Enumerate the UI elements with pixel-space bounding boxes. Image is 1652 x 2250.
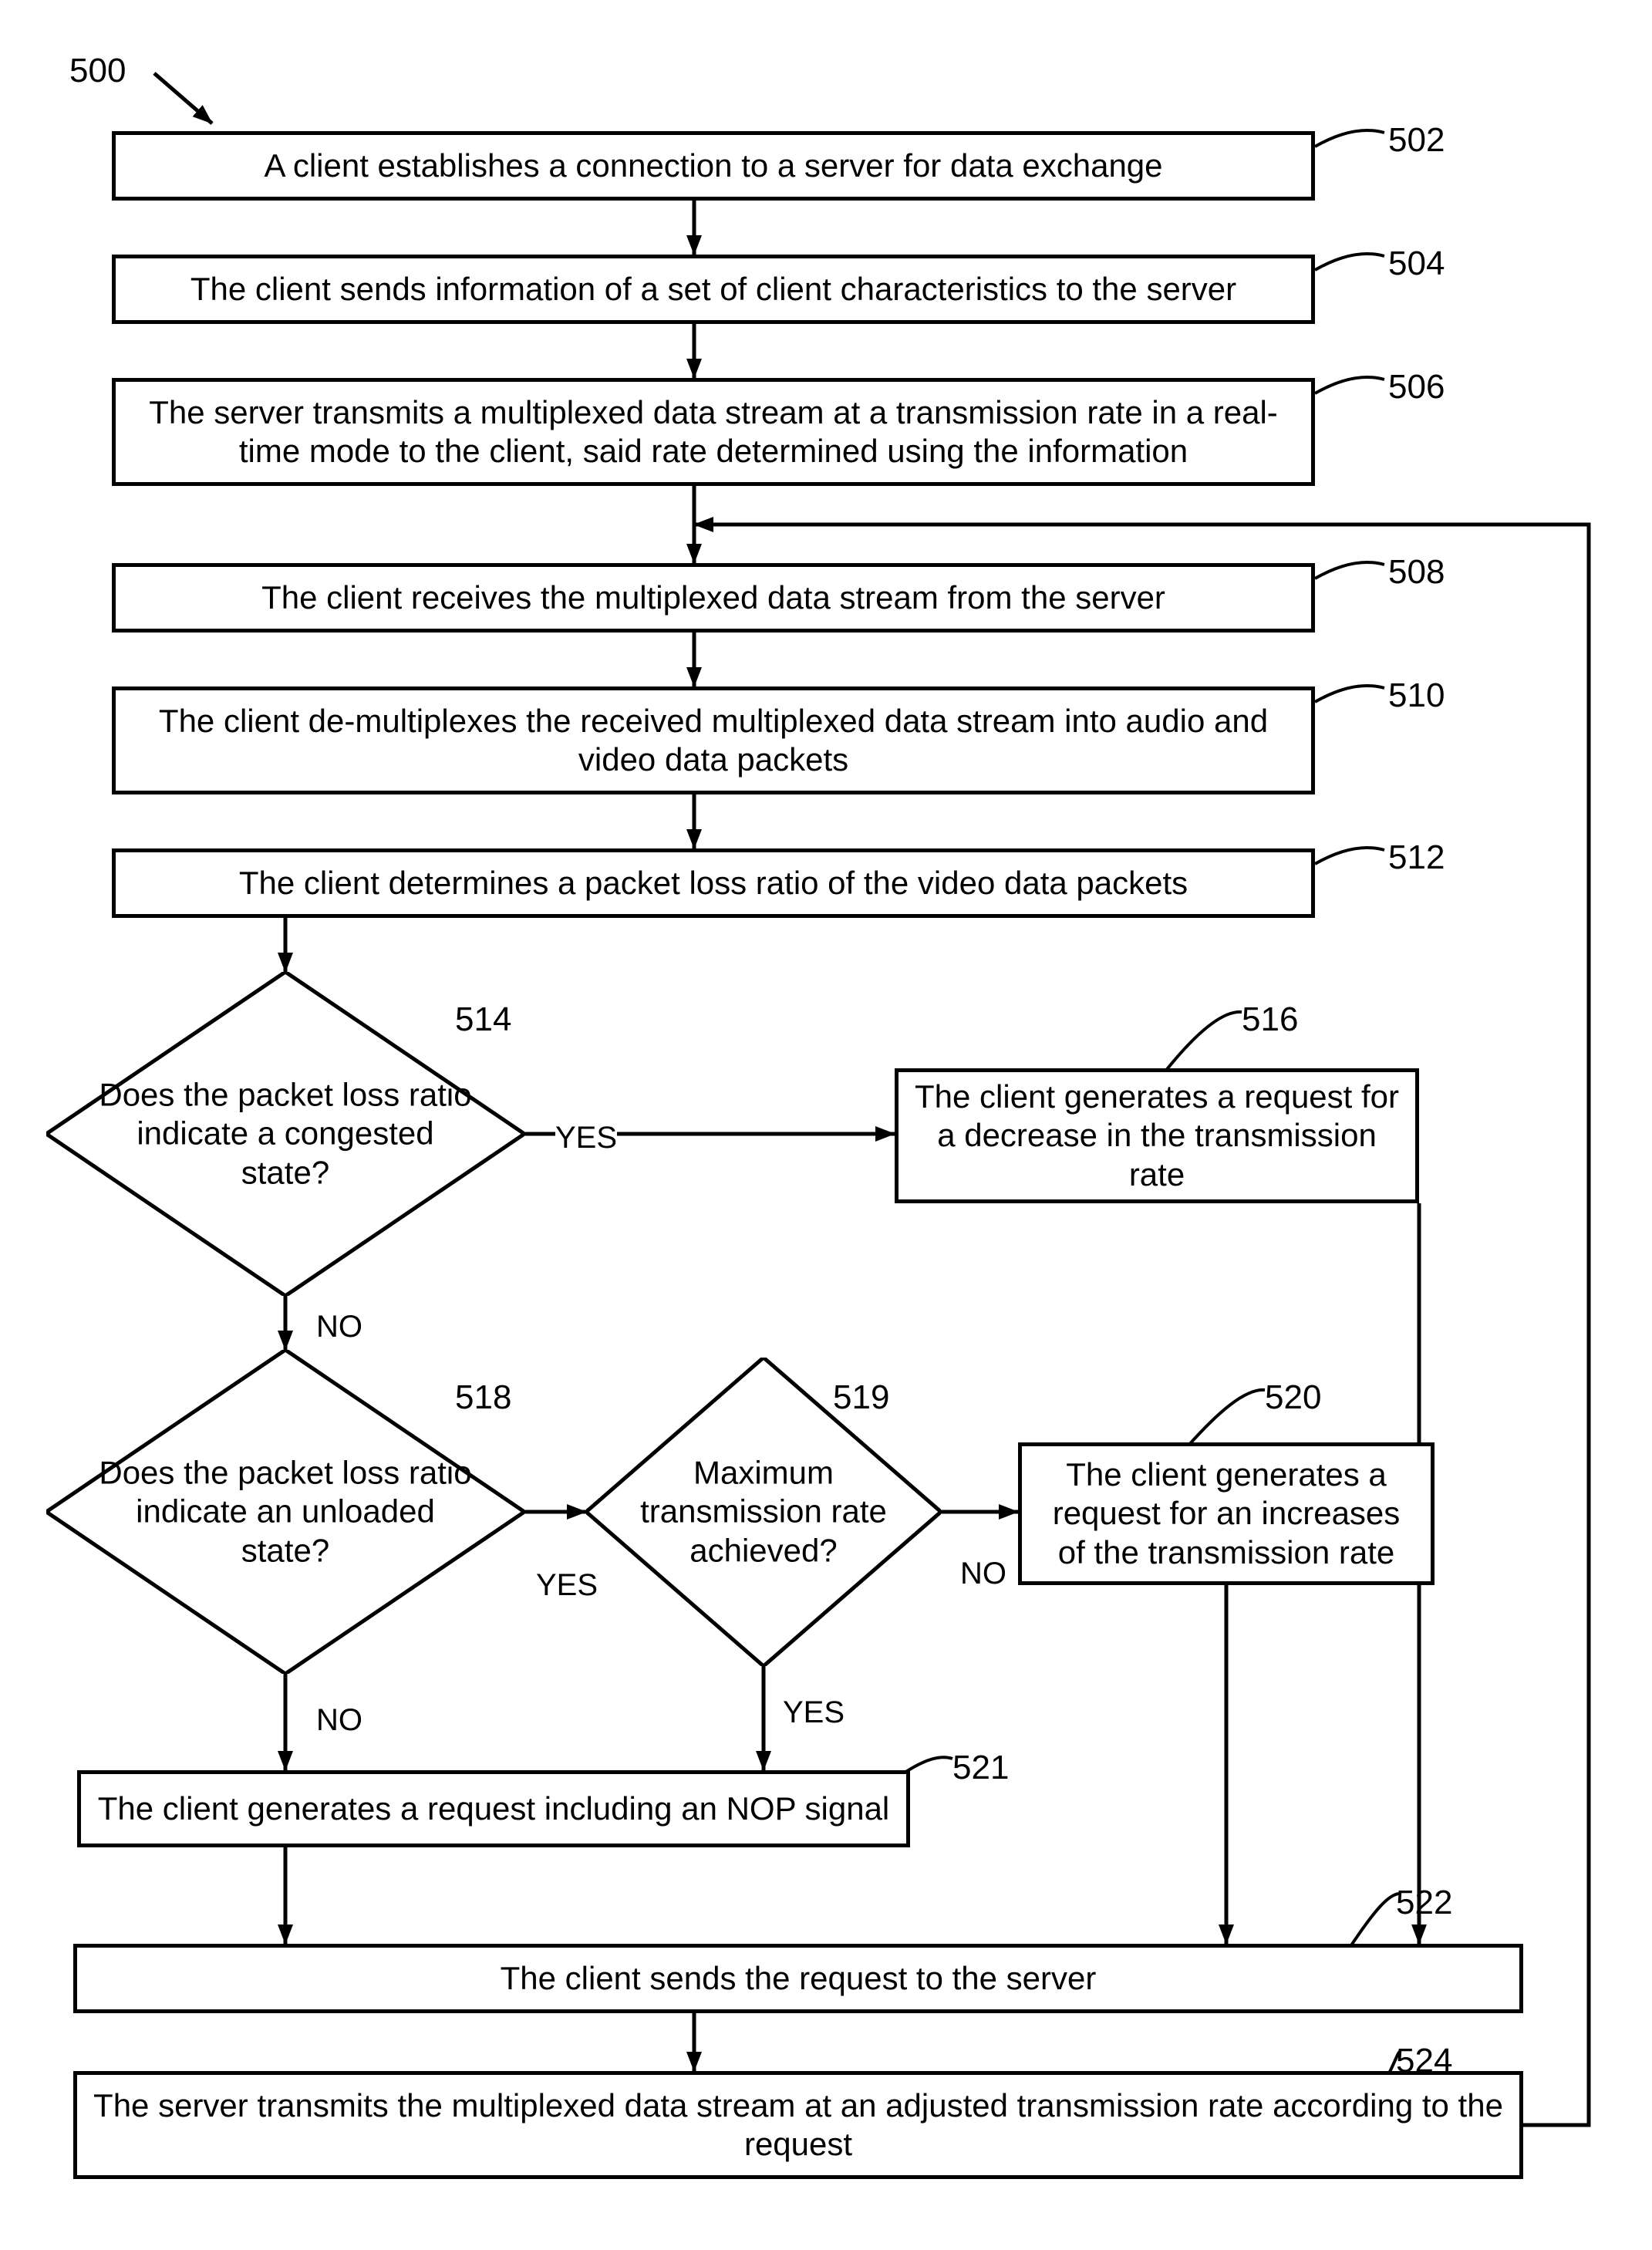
ref-number-514: 514 [455, 1003, 511, 1037]
process-text: The server transmits the multiplexed dat… [93, 2086, 1504, 2164]
leader-line [1188, 1390, 1265, 1446]
ref-number-510: 510 [1388, 679, 1445, 713]
process-box-516: The client generates a request for a dec… [895, 1068, 1419, 1203]
ref-number-518: 518 [455, 1381, 511, 1415]
decision-514: Does the packet loss ratio indicate a co… [46, 972, 524, 1296]
decision-text: Maximum transmission rate achieved? [625, 1453, 902, 1570]
ref-number-504: 504 [1388, 247, 1445, 281]
edge-label-no519: NO [960, 1558, 1006, 1589]
edge-label-yes514: YES [555, 1122, 617, 1153]
process-box-502: A client establishes a connection to a s… [112, 131, 1315, 201]
edge-label-no518: NO [316, 1705, 362, 1736]
process-box-508: The client receives the multiplexed data… [112, 563, 1315, 632]
process-text: The client de-multiplexes the received m… [131, 702, 1296, 780]
process-box-521: The client generates a request including… [77, 1770, 910, 1847]
process-text: The client sends the request to the serv… [501, 1959, 1097, 1998]
leader-line [1165, 1012, 1242, 1072]
edge-label-yes518: YES [536, 1570, 598, 1601]
process-box-524: The server transmits the multiplexed dat… [73, 2071, 1523, 2179]
process-text: The client sends information of a set of… [190, 270, 1236, 309]
leader-line [1315, 377, 1384, 393]
process-box-522: The client sends the request to the serv… [73, 1944, 1523, 2013]
process-text: The client generates a request for a dec… [914, 1078, 1400, 1194]
leader-line [1350, 1894, 1400, 1948]
process-box-510: The client de-multiplexes the received m… [112, 686, 1315, 794]
process-text: The client receives the multiplexed data… [261, 579, 1165, 617]
edge-label-no514: NO [316, 1311, 362, 1342]
process-box-506: The server transmits a multiplexed data … [112, 378, 1315, 486]
process-text: The client generates a request for an in… [1037, 1456, 1415, 1572]
ref-number-520: 520 [1265, 1381, 1321, 1415]
leader-line [1315, 254, 1384, 270]
ref-number-524: 524 [1396, 2044, 1452, 2078]
decision-text: Does the packet loss ratio indicate a co… [99, 1075, 472, 1192]
ref-number-522: 522 [1396, 1886, 1452, 1920]
leader-line [1315, 562, 1384, 579]
decision-text: Does the packet loss ratio indicate an u… [99, 1453, 472, 1570]
process-text: The client generates a request including… [98, 1790, 890, 1828]
ref-number-502: 502 [1388, 123, 1445, 157]
flow-edge [154, 73, 212, 123]
ref-number-519: 519 [833, 1381, 889, 1415]
process-box-512: The client determines a packet loss rati… [112, 848, 1315, 918]
ref-number-506: 506 [1388, 370, 1445, 404]
leader-line [1315, 130, 1384, 147]
ref-number-516: 516 [1242, 1003, 1298, 1037]
ref-number-512: 512 [1388, 841, 1445, 875]
ref-number-521: 521 [952, 1751, 1009, 1785]
process-box-520: The client generates a request for an in… [1018, 1442, 1435, 1585]
edge-label-yes519: YES [783, 1697, 845, 1728]
ref-number-508: 508 [1388, 555, 1445, 589]
ref-number-500: 500 [69, 54, 126, 88]
decision-518: Does the packet loss ratio indicate an u… [46, 1350, 524, 1674]
leader-line [1315, 848, 1384, 864]
process-box-504: The client sends information of a set of… [112, 255, 1315, 324]
process-text: The client determines a packet loss rati… [239, 864, 1188, 902]
process-text: The server transmits a multiplexed data … [131, 393, 1296, 471]
process-text: A client establishes a connection to a s… [264, 147, 1162, 185]
leader-line [1315, 686, 1384, 702]
